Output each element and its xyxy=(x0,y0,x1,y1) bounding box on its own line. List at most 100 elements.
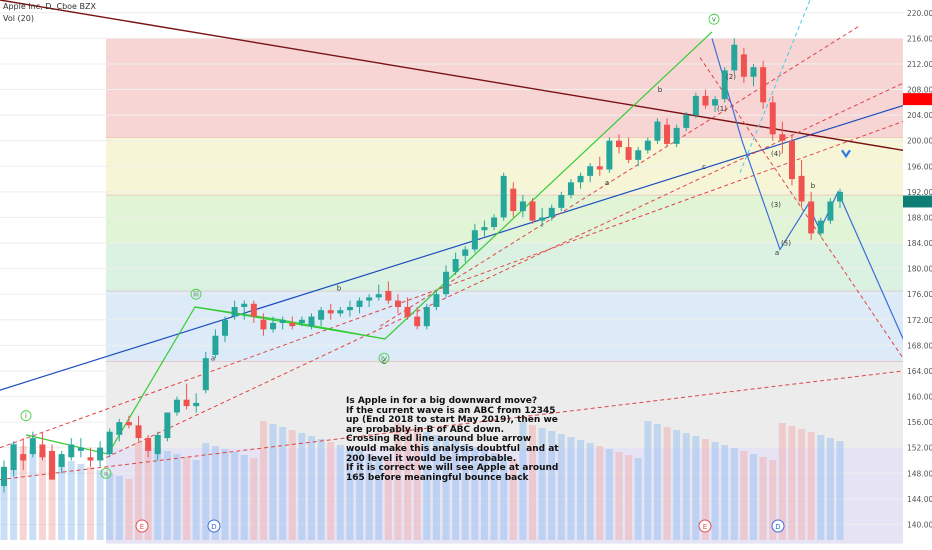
price-tick-label: 212.00 xyxy=(907,60,932,69)
volume-bar xyxy=(173,454,181,540)
volume-bar xyxy=(596,446,604,540)
fib-zone xyxy=(106,38,903,138)
candle-body xyxy=(414,316,421,327)
volume-bar xyxy=(115,476,123,540)
candle-body xyxy=(712,99,719,106)
volume-bar xyxy=(807,432,815,540)
volume-bar xyxy=(432,435,440,540)
volume-bar xyxy=(625,455,633,540)
event-marker[interactable] xyxy=(771,519,785,533)
candle-body xyxy=(625,147,632,160)
volume-bar xyxy=(634,458,642,540)
volume-bar xyxy=(125,479,133,540)
candle-body xyxy=(20,454,27,461)
price-tick-label: 192.00 xyxy=(907,188,932,197)
volume-bar xyxy=(356,451,364,540)
volume-bar xyxy=(557,434,565,540)
volume-bar xyxy=(605,449,613,540)
event-marker[interactable] xyxy=(135,519,149,533)
candle-body xyxy=(462,249,469,256)
red-dashed-channel xyxy=(379,25,861,327)
volume-bar xyxy=(480,450,488,540)
wave-label: a xyxy=(605,179,609,187)
candle-body xyxy=(510,188,517,212)
candle-body xyxy=(837,191,843,202)
candle-body xyxy=(500,175,507,218)
volume-bar xyxy=(29,449,37,540)
wave-label: a xyxy=(211,355,215,363)
price-tick-label: 140.00 xyxy=(907,520,932,529)
candle-body xyxy=(270,322,277,330)
volume-bar xyxy=(211,446,219,540)
volume-bar xyxy=(471,447,479,540)
red-dashed-channel xyxy=(0,370,904,481)
candle-body xyxy=(683,115,690,128)
volume-bar xyxy=(269,424,277,540)
volume-bar xyxy=(759,457,767,540)
volume-bar xyxy=(231,452,239,540)
volume-bar xyxy=(653,424,661,540)
volume-bar xyxy=(192,460,200,540)
volume-bar xyxy=(375,457,383,540)
price-tick-label: 144.00 xyxy=(907,495,932,504)
volume-bar xyxy=(663,427,671,540)
candle-body xyxy=(404,306,411,317)
event-marker[interactable] xyxy=(207,519,221,533)
candle-body xyxy=(808,201,815,234)
candle-body xyxy=(481,227,488,231)
event-marker[interactable] xyxy=(698,519,712,533)
wave-label: b xyxy=(811,182,816,190)
red-dashed-channel xyxy=(99,82,904,461)
event-marker-label: E xyxy=(140,523,144,531)
wave-label: c xyxy=(702,163,706,171)
volume-bar xyxy=(307,436,315,540)
volume-bar xyxy=(826,438,834,540)
volume-bar xyxy=(67,461,75,540)
volume-bar xyxy=(567,437,575,540)
volume-bar xyxy=(509,459,517,540)
red-dashed-channel xyxy=(699,57,904,359)
price-tick-label: 172.00 xyxy=(907,316,932,325)
candle-body xyxy=(39,444,46,458)
volume-bar xyxy=(77,464,85,540)
wave-label-circle xyxy=(100,467,112,479)
volume-bar xyxy=(336,445,344,540)
analysis-note: Is Apple in for a big downward move? If … xyxy=(346,396,559,483)
candle-body xyxy=(173,399,180,413)
volume-bars xyxy=(0,421,844,540)
candle-body xyxy=(673,127,680,144)
candle-body xyxy=(529,201,536,221)
candle-body xyxy=(664,124,671,144)
wave-label: (2) xyxy=(726,73,736,81)
volume-bar xyxy=(0,480,8,540)
candle-body xyxy=(817,220,824,234)
candle-body xyxy=(433,294,440,307)
candle-body xyxy=(721,70,728,100)
blue-arrow-icon xyxy=(841,149,851,159)
volume-bar xyxy=(394,423,402,540)
volume-bar xyxy=(615,452,623,540)
volume-bar xyxy=(279,427,287,540)
fib-zone xyxy=(106,361,903,448)
candle-body xyxy=(327,310,334,314)
candle-body xyxy=(587,166,594,176)
last-price-badge xyxy=(903,195,932,208)
red-level-badge xyxy=(903,93,932,106)
volume-bar xyxy=(86,467,94,540)
candle-body xyxy=(491,217,498,228)
wave-label: i xyxy=(25,412,27,420)
volume-bar xyxy=(317,439,325,540)
candle-body xyxy=(471,230,478,250)
volume-bar xyxy=(529,425,537,540)
volume-bar xyxy=(461,444,469,540)
candle-body xyxy=(692,95,699,116)
candle-body xyxy=(644,140,651,151)
price-tick-label: 196.00 xyxy=(907,162,932,171)
candle-body xyxy=(827,201,834,221)
candle-body xyxy=(279,319,286,323)
price-tick-label: 204.00 xyxy=(907,111,932,120)
wave-label-circle xyxy=(378,352,390,364)
volume-bar xyxy=(769,460,777,540)
